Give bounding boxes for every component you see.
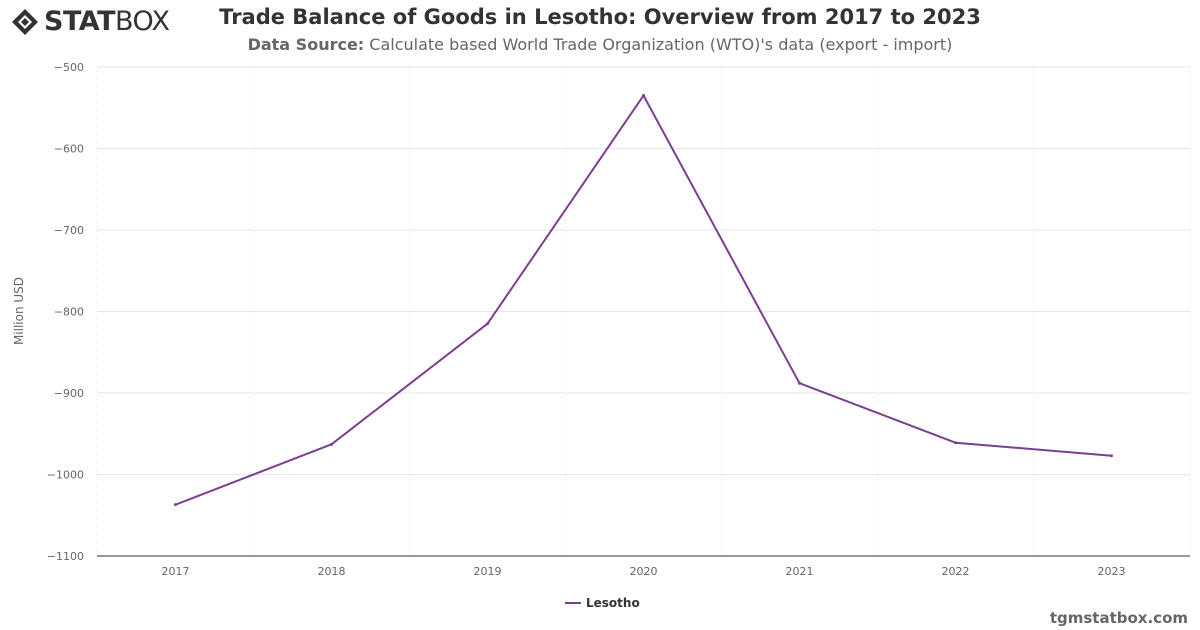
- data-point[interactable]: [798, 381, 801, 385]
- y-gridlines: [97, 66, 1190, 475]
- y-axis-title: Million USD: [12, 277, 26, 345]
- series-line-lesotho[interactable]: [175, 94, 1112, 506]
- x-tick-label: 2022: [942, 565, 970, 578]
- statbox-logo: STATBOX: [10, 6, 170, 37]
- logo-text: STATBOX: [44, 6, 170, 37]
- x-axis-ticks: 2017 2018 2019 2020 2021 2022 2023: [162, 565, 1126, 578]
- watermark: tgmstatbox.com: [1049, 609, 1188, 627]
- data-point[interactable]: [486, 322, 489, 326]
- data-point[interactable]: [1110, 454, 1113, 458]
- x-tick-label: 2020: [630, 565, 658, 578]
- legend[interactable]: Lesotho: [565, 596, 640, 610]
- data-point[interactable]: [330, 442, 333, 446]
- legend-label-lesotho: Lesotho: [586, 596, 640, 610]
- subtitle-label: Data Source:: [247, 35, 365, 54]
- subtitle-text: Calculate based World Trade Organization…: [369, 35, 953, 54]
- series-layer: [174, 94, 1113, 507]
- y-tick-label: −700: [54, 224, 84, 237]
- y-tick-label: −1000: [47, 469, 84, 482]
- x-tick-label: 2017: [162, 565, 190, 578]
- x-tick-label: 2018: [318, 565, 346, 578]
- y-tick-label: −800: [54, 306, 84, 319]
- y-axis-ticks: −500 −600 −700 −800 −900 −1000 −1100: [47, 61, 84, 563]
- x-tick-label: 2021: [786, 565, 814, 578]
- x-tick-label: 2019: [474, 565, 502, 578]
- x-gridlines: [96, 67, 1191, 556]
- y-tick-label: −900: [54, 387, 84, 400]
- x-tick-label: 2023: [1098, 565, 1126, 578]
- y-tick-label: −500: [54, 61, 84, 74]
- data-point[interactable]: [174, 503, 177, 507]
- chart-subtitle: Data Source: Calculate based World Trade…: [0, 35, 1200, 54]
- chart-title: Trade Balance of Goods in Lesotho: Overv…: [219, 5, 981, 29]
- y-tick-label: −600: [54, 143, 84, 156]
- data-point[interactable]: [954, 441, 957, 445]
- diamond-logo-icon: [12, 8, 38, 35]
- data-point[interactable]: [642, 94, 645, 98]
- y-tick-label: −1100: [47, 550, 84, 563]
